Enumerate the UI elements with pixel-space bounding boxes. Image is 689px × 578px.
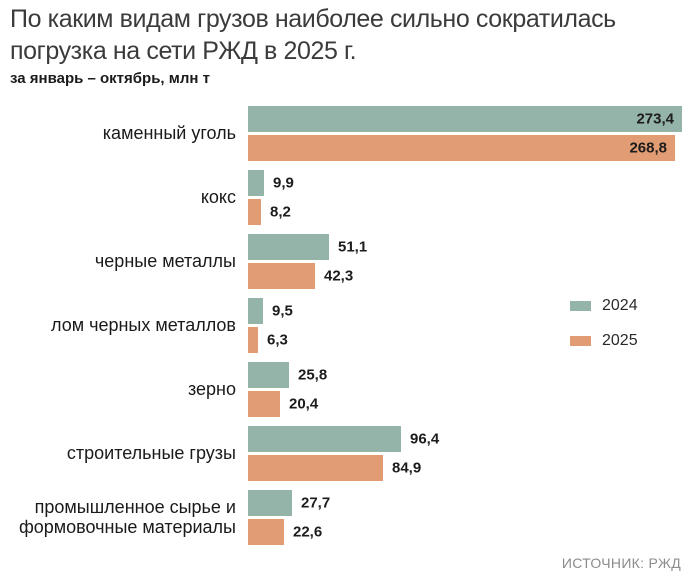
bar-2025 <box>248 199 261 225</box>
bar-track: 51,1 <box>248 234 689 260</box>
bar-track: 27,7 <box>248 490 689 516</box>
bar-track: 268,8 <box>248 135 689 161</box>
value-label: 84,9 <box>392 459 422 477</box>
chart-row: каменный уголь 273,4 268,8 <box>0 106 689 161</box>
bar-group: 9,5 6,3 <box>248 298 689 353</box>
value-label: 42,3 <box>324 267 354 285</box>
bar-group: 96,4 84,9 <box>248 426 689 481</box>
bar-track: 20,4 <box>248 391 689 417</box>
chart-title: По каким видам грузов наиболее сильно со… <box>10 5 616 65</box>
bar-track: 9,9 <box>248 170 689 196</box>
bar-group: 9,9 8,2 <box>248 170 689 225</box>
chart-row: строительные грузы 96,4 84,9 <box>0 426 689 481</box>
source-attribution: ИСТОЧНИК: РЖД <box>561 555 681 571</box>
category-label: черные металлы <box>94 250 236 271</box>
bar-2025 <box>248 263 315 289</box>
category-label: промышленное сырье и формовочные материа… <box>18 497 236 537</box>
legend-label-2025: 2025 <box>602 332 638 349</box>
bar-track: 9,5 <box>248 298 689 324</box>
bar-2024 <box>248 170 264 196</box>
bar-track: 25,8 <box>248 362 689 388</box>
chart-row: черные металлы 51,1 42,3 <box>0 234 689 289</box>
value-label: 25,8 <box>298 366 328 384</box>
bar-2024 <box>248 490 292 516</box>
bar-2024 <box>248 298 263 324</box>
bar-group: 25,8 20,4 <box>248 362 689 417</box>
value-label: 273,4 <box>636 110 674 128</box>
legend-item-2025: 2025 <box>570 332 638 350</box>
value-label: 9,9 <box>273 174 294 192</box>
bar-2025 <box>248 519 284 545</box>
value-label: 22,6 <box>293 523 323 541</box>
bar-group: 51,1 42,3 <box>248 234 689 289</box>
bar-track: 6,3 <box>248 327 689 353</box>
category-label: зерно <box>187 378 236 399</box>
bar-track: 42,3 <box>248 263 689 289</box>
bar-track: 22,6 <box>248 519 689 545</box>
bar-group: 273,4 268,8 <box>248 106 689 161</box>
chart-row: зерно 25,8 20,4 <box>0 362 689 417</box>
bar-2025 <box>248 455 383 481</box>
legend-swatch-2024-icon <box>570 301 591 311</box>
value-label: 8,2 <box>270 203 291 221</box>
chart-row: промышленное сырье и формовочные материа… <box>0 490 689 545</box>
bar-track: 96,4 <box>248 426 689 452</box>
bar-chart: каменный уголь 273,4 268,8 кокс 9,9 8,2 черные… <box>0 106 689 554</box>
bar-2025 <box>248 135 675 161</box>
category-label: лом черных металлов <box>51 314 236 335</box>
value-label: 20,4 <box>289 395 319 413</box>
bar-track: 8,2 <box>248 199 689 225</box>
value-label: 51,1 <box>338 238 368 256</box>
chart-subtitle: за январь – октябрь, млн т <box>10 70 210 87</box>
category-label: кокс <box>200 186 236 207</box>
bar-track: 84,9 <box>248 455 689 481</box>
chart-row: лом черных металлов 9,5 6,3 <box>0 298 689 353</box>
bar-2024 <box>248 234 329 260</box>
bar-2024 <box>248 362 289 388</box>
value-label: 268,8 <box>629 139 667 157</box>
bar-track: 273,4 <box>248 106 689 132</box>
bar-2025 <box>248 391 280 417</box>
value-label: 27,7 <box>301 494 331 512</box>
bar-2024 <box>248 106 682 132</box>
category-label: каменный уголь <box>102 122 236 143</box>
legend-label-2024: 2024 <box>602 297 638 314</box>
bar-2025 <box>248 327 258 353</box>
legend: 2024 2025 <box>570 297 638 367</box>
chart-row: кокс 9,9 8,2 <box>0 170 689 225</box>
bar-2024 <box>248 426 401 452</box>
value-label: 96,4 <box>410 430 440 448</box>
legend-swatch-2025-icon <box>570 336 591 346</box>
bar-group: 27,7 22,6 <box>248 490 689 545</box>
category-label: строительные грузы <box>66 442 236 463</box>
legend-item-2024: 2024 <box>570 297 638 315</box>
value-label: 6,3 <box>267 331 288 349</box>
value-label: 9,5 <box>272 302 293 320</box>
